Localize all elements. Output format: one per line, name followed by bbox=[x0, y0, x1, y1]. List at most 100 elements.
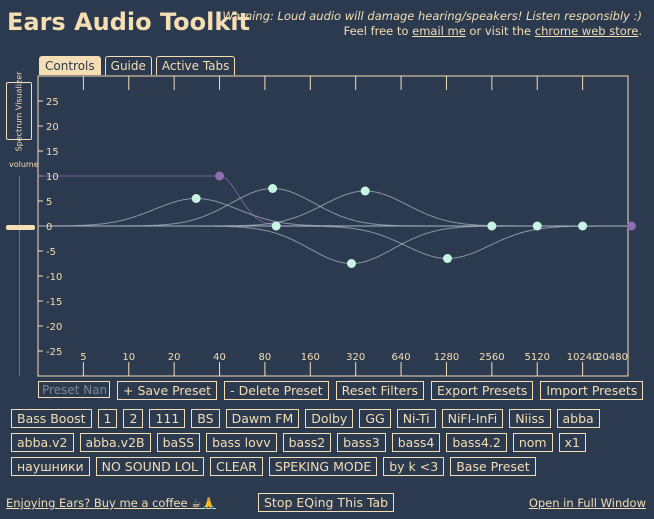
y-tick-label: 25 bbox=[46, 97, 59, 108]
preset-button[interactable]: GG bbox=[359, 409, 391, 428]
preset-button[interactable]: bass4.2 bbox=[446, 433, 507, 452]
volume-label: volume bbox=[9, 160, 39, 169]
spectrum-visualizer-button[interactable]: Spectrum Visualizer bbox=[6, 71, 32, 151]
y-tick-label: -20 bbox=[46, 322, 62, 333]
preset-controls: + Save Preset - Delete Preset Reset Filt… bbox=[38, 381, 644, 400]
y-tick-label: 15 bbox=[46, 147, 59, 158]
filter-curve bbox=[38, 225, 628, 264]
preset-button[interactable]: baSS bbox=[156, 433, 201, 452]
preset-button[interactable]: наушники bbox=[11, 457, 90, 476]
header-notice: Warning: Loud audio will damage hearing/… bbox=[222, 9, 642, 39]
preset-button[interactable]: Dolby bbox=[305, 409, 354, 428]
x-tick-label: 1280 bbox=[434, 352, 459, 363]
preset-button[interactable]: SPEKING MODE bbox=[268, 457, 378, 476]
filter-node[interactable] bbox=[215, 171, 225, 181]
feedback-line: Feel free to email me or visit the chrom… bbox=[222, 24, 642, 39]
preset-button[interactable]: nom bbox=[512, 433, 553, 452]
filter-node[interactable] bbox=[271, 221, 281, 231]
app-title: Ears Audio Toolkit bbox=[7, 8, 251, 36]
email-link[interactable]: email me bbox=[412, 24, 466, 38]
export-presets-button[interactable]: Export Presets bbox=[430, 381, 534, 400]
x-tick-label: 320 bbox=[346, 352, 365, 363]
preset-button[interactable]: bass lovv bbox=[206, 433, 277, 452]
warning-text: Warning: Loud audio will damage hearing/… bbox=[222, 9, 642, 23]
tab-bar: Controls Guide Active Tabs bbox=[39, 56, 236, 75]
filter-curve bbox=[38, 175, 628, 227]
x-tick-label: 2560 bbox=[479, 352, 504, 363]
preset-button[interactable]: abba.v2 bbox=[11, 433, 74, 452]
x-tick-label: 640 bbox=[392, 352, 411, 363]
filter-node[interactable] bbox=[626, 221, 636, 231]
response-curves bbox=[38, 175, 628, 264]
filter-node[interactable] bbox=[346, 259, 356, 268]
y-tick-label: 10 bbox=[46, 172, 59, 183]
filter-curve bbox=[38, 198, 628, 227]
graph-grid bbox=[38, 76, 629, 376]
y-tick-label: -15 bbox=[46, 297, 62, 308]
preset-button[interactable]: bass4 bbox=[391, 433, 441, 452]
filter-curve bbox=[38, 225, 628, 259]
filter-node[interactable] bbox=[487, 221, 497, 231]
volume-slider-thumb[interactable] bbox=[6, 225, 35, 230]
x-tick-label: 20 bbox=[168, 352, 181, 363]
x-tick-label: 40 bbox=[213, 352, 226, 363]
preset-name-input[interactable] bbox=[38, 381, 110, 398]
tab-guide[interactable]: Guide bbox=[104, 56, 152, 75]
preset-button[interactable]: Base Preset bbox=[450, 457, 536, 476]
preset-button[interactable]: bass2 bbox=[282, 433, 332, 452]
stop-eq-container: Stop EQing This Tab bbox=[258, 492, 395, 512]
import-presets-button[interactable]: Import Presets bbox=[540, 381, 644, 400]
filter-node[interactable] bbox=[191, 194, 201, 203]
preset-button[interactable]: Dawm FM bbox=[225, 409, 300, 428]
delete-preset-button[interactable]: - Delete Preset bbox=[224, 381, 329, 400]
tab-active-tabs[interactable]: Active Tabs bbox=[155, 56, 236, 75]
preset-button[interactable]: NO SOUND LOL bbox=[95, 457, 204, 476]
save-preset-button[interactable]: + Save Preset bbox=[117, 381, 218, 400]
axis-labels: 25 20 15 10 5 0 -5 -10 -15 -20 -25 5 10 20 40 80 160 320 6… bbox=[46, 97, 628, 363]
open-full-window-link[interactable]: Open in Full Window bbox=[528, 496, 646, 510]
filter-node[interactable] bbox=[360, 186, 370, 196]
filter-curve bbox=[38, 188, 628, 227]
preset-button[interactable]: Bass Boost bbox=[11, 409, 92, 428]
x-tick-label: 80 bbox=[259, 352, 272, 363]
preset-button[interactable]: 2 bbox=[123, 409, 144, 428]
preset-button[interactable]: by k <3 bbox=[383, 457, 445, 476]
preset-button[interactable]: x1 bbox=[558, 433, 586, 452]
preset-button[interactable]: abba.v2B bbox=[79, 433, 151, 452]
filter-nodes[interactable] bbox=[191, 171, 636, 269]
filter-curve bbox=[38, 190, 628, 227]
y-tick-label: -10 bbox=[46, 272, 62, 283]
feedback-mid: or visit the bbox=[465, 24, 535, 38]
x-tick-label: 10240 bbox=[567, 352, 599, 363]
preset-button[interactable]: 111 bbox=[149, 409, 186, 428]
coffee-link[interactable]: Enjoying Ears? Buy me a coffee ☕🙏 bbox=[6, 496, 216, 510]
preset-button[interactable]: Ni-Ti bbox=[396, 409, 436, 428]
store-link[interactable]: chrome web store bbox=[534, 24, 639, 38]
y-tick-label: 20 bbox=[46, 122, 59, 133]
stop-eq-button[interactable]: Stop EQing This Tab bbox=[258, 493, 395, 512]
tab-controls[interactable]: Controls bbox=[39, 56, 101, 75]
filter-node[interactable] bbox=[578, 221, 588, 231]
filter-node[interactable] bbox=[442, 254, 452, 263]
preset-button[interactable]: bass3 bbox=[337, 433, 386, 452]
preset-button[interactable]: 1 bbox=[97, 409, 118, 428]
x-tick-label: 10 bbox=[122, 352, 135, 363]
x-tick-label: 5 bbox=[80, 352, 86, 363]
preset-list: Bass Boost 1 2 111 BS Dawm FM Dolby GG Ni-Ti NiFI… bbox=[11, 409, 647, 476]
volume-slider-track[interactable] bbox=[19, 176, 20, 376]
feedback-prefix: Feel free to bbox=[343, 24, 413, 38]
preset-button[interactable]: abba bbox=[556, 409, 600, 428]
x-tick-label: 5120 bbox=[525, 352, 550, 363]
filter-node[interactable] bbox=[532, 221, 542, 231]
reset-filters-button[interactable]: Reset Filters bbox=[335, 381, 424, 400]
y-tick-label: 5 bbox=[46, 197, 52, 208]
filter-node[interactable] bbox=[268, 184, 278, 193]
y-tick-label: 0 bbox=[46, 222, 52, 233]
preset-button[interactable]: BS bbox=[191, 409, 220, 428]
y-tick-label: -25 bbox=[46, 347, 62, 358]
preset-button[interactable]: NiFI-InFi bbox=[441, 409, 504, 428]
preset-button[interactable]: CLEAR bbox=[210, 457, 263, 476]
x-tick-label: 160 bbox=[301, 352, 320, 363]
preset-button[interactable]: Niiss bbox=[509, 409, 551, 428]
